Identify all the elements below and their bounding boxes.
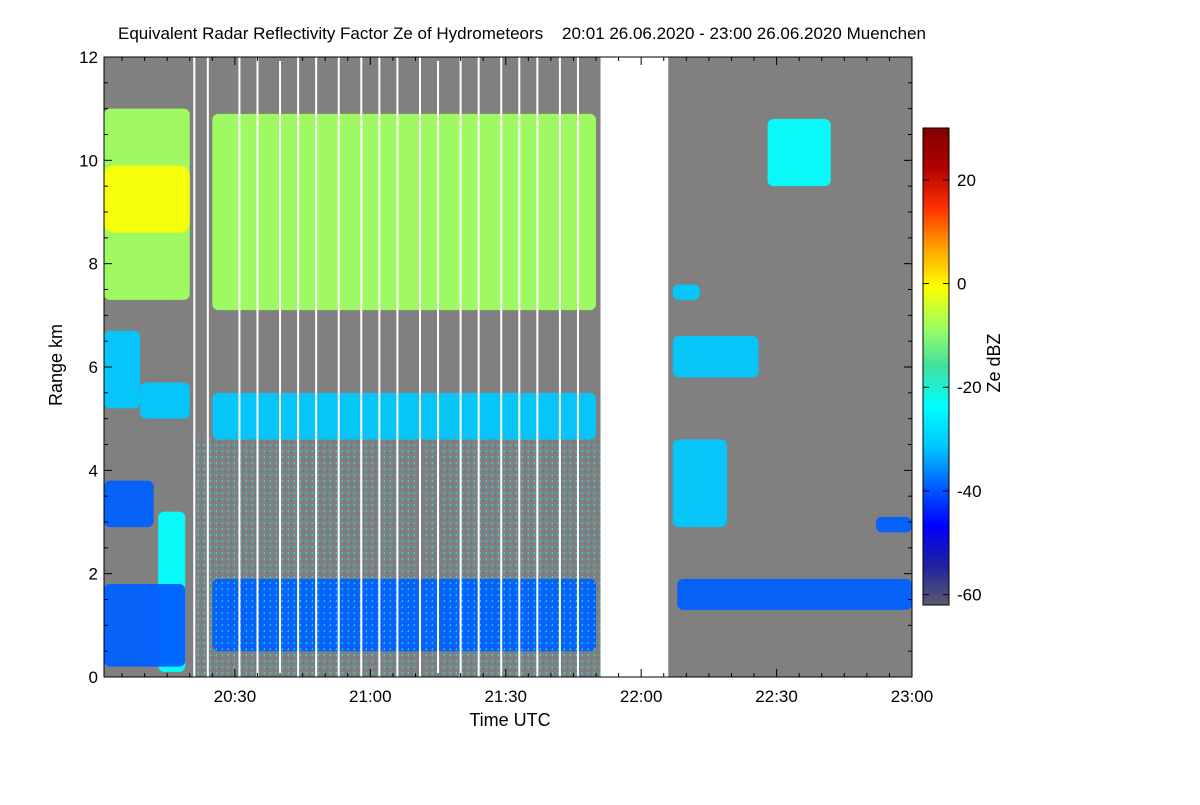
y-axis: 0 2 4 6 8 10 12 [79,48,912,687]
y-tick-label: 8 [89,255,98,274]
x-axis-label: Time UTC [469,710,550,730]
colorbar-tick-label: -20 [957,378,982,397]
scan-gap-line [437,57,440,677]
x-axis: 20:30 21:00 21:30 22:00 22:30 23:00 [121,57,934,706]
colorbar-scale [922,127,950,606]
y-tick-label: 0 [89,668,98,687]
colorbar-tick-label: -40 [957,482,982,501]
echo-region [672,284,700,300]
scan-gap-line [315,57,318,677]
echo-region [672,336,759,378]
scan-gap-line [238,57,241,677]
scan-gap-line [378,57,381,677]
y-tick-label: 12 [79,48,98,67]
y-axis-label: Range km [46,324,66,406]
x-tick-label: 22:30 [755,687,798,706]
x-tick-label: 21:00 [349,687,392,706]
echo-region [677,578,912,610]
y-tick-label: 6 [89,358,98,377]
echo-region [140,382,190,419]
scan-gap-line [279,57,282,677]
x-tick-label: 23:00 [891,687,934,706]
echo-region [104,480,154,528]
scan-gap-line [256,57,259,677]
echo-region [104,584,186,667]
colorbar: 20 0 -20 -40 -60 [922,127,982,606]
echo-region [672,439,727,528]
y-tick-label: 10 [79,151,98,170]
scan-gap-line [297,57,300,677]
colorbar-tick-label: -60 [957,586,982,605]
plot-area [103,56,913,678]
scan-gap-line [396,57,399,677]
colorbar-tick-label: 20 [957,171,976,190]
y-tick-label: 4 [89,461,98,480]
scan-gap-line [500,57,503,677]
echo-region [767,119,831,187]
scan-gap-line [477,57,480,677]
scan-gap-line [576,57,579,677]
echo-region [875,516,912,533]
scan-gap-line [337,57,340,677]
x-tick-label: 21:30 [484,687,527,706]
echo-region [104,330,141,409]
chart-title: Equivalent Radar Reflectivity Factor Ze … [118,24,926,43]
x-tick-label: 22:00 [620,687,663,706]
echo-core [104,165,190,233]
scan-gap-line [193,57,196,677]
scan-gap-line [206,57,209,677]
colorbar-tick-label: 0 [957,275,966,294]
no-data-gap [600,57,669,677]
scan-gap-line [360,57,363,677]
colorbar-label: Ze dBZ [984,333,1004,392]
echo-region [212,392,597,440]
scan-gap-line [518,57,521,677]
echo-region [212,113,597,311]
scan-gap-line [418,57,421,677]
scan-gap-line [558,57,561,677]
scan-gap-line [536,57,539,677]
y-tick-label: 2 [89,565,98,584]
scan-gap-line [459,57,462,677]
x-tick-label: 20:30 [214,687,257,706]
